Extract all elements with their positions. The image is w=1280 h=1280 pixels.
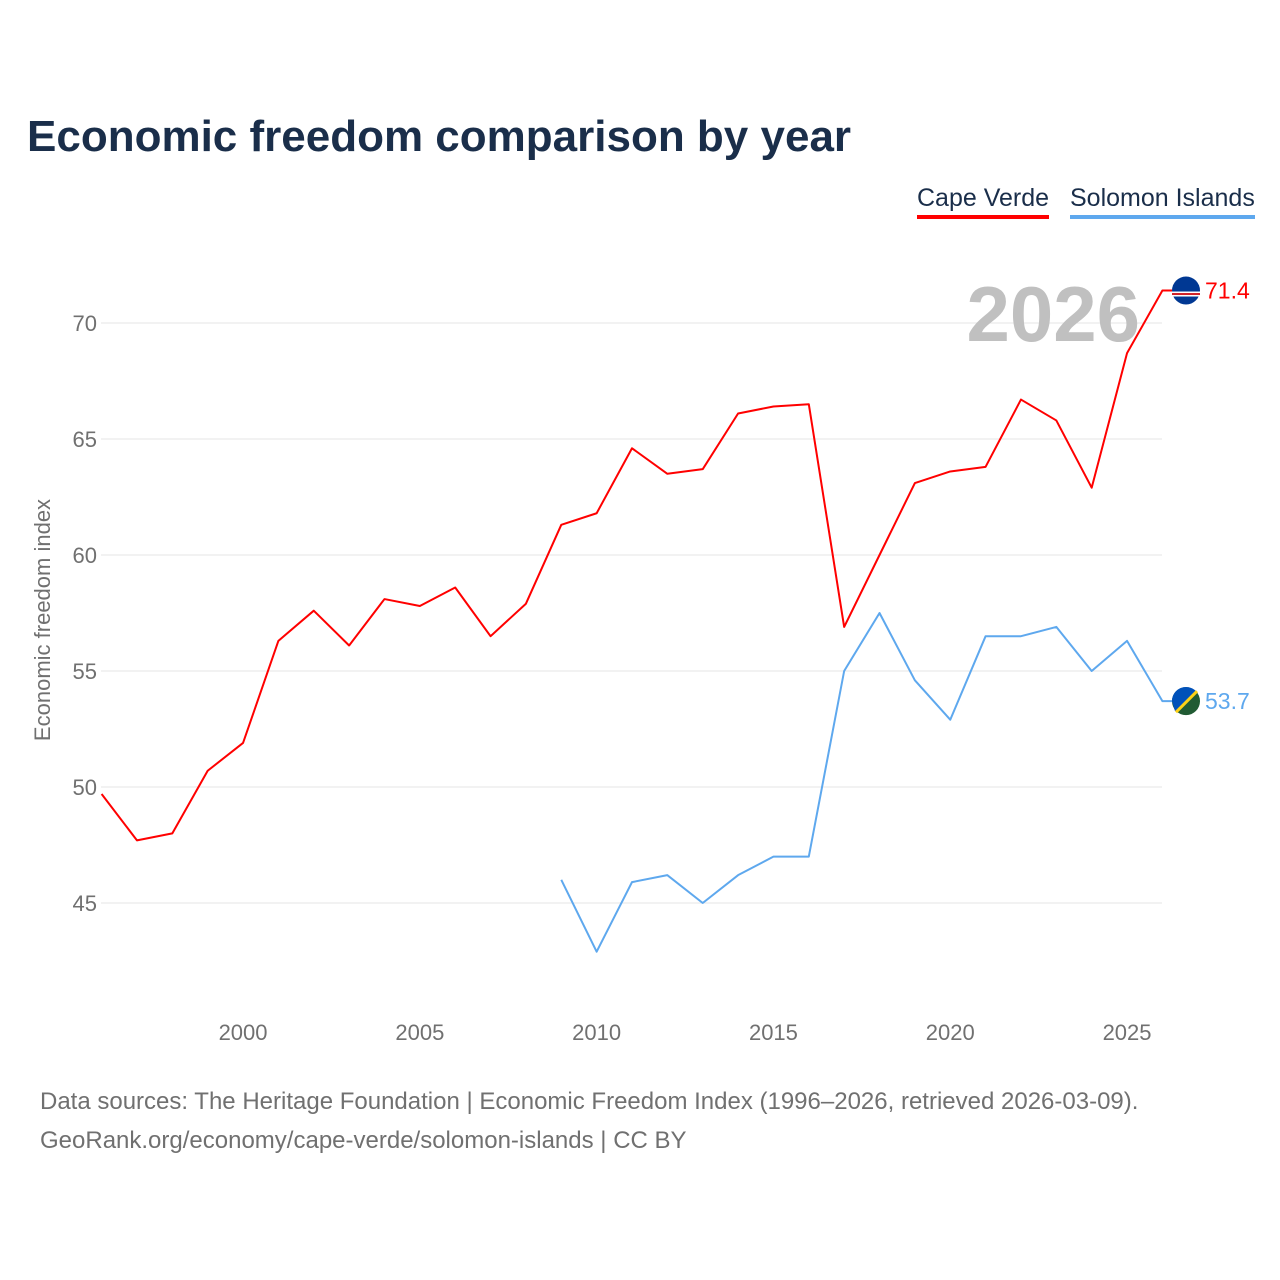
- footer-source: Data sources: The Heritage Foundation | …: [40, 1088, 1139, 1115]
- legend-cape-verde[interactable]: Cape Verde: [917, 184, 1050, 219]
- x-tick-label: 2005: [395, 1020, 444, 1045]
- y-tick-label: 55: [73, 659, 97, 684]
- cape-verde-flag-icon: [1172, 276, 1200, 305]
- y-tick-label: 45: [73, 891, 97, 916]
- footer-credit: GeoRank.org/economy/cape-verde/solomon-i…: [40, 1127, 687, 1154]
- series-line-solomon-islands: [560, 612, 1172, 953]
- series-line-cape-verde: [100, 289, 1172, 842]
- y-tick-label: 60: [73, 543, 97, 568]
- y-tick-label: 65: [73, 427, 97, 452]
- legend-solomon-islands[interactable]: Solomon Islands: [1070, 184, 1255, 219]
- year-watermark: 2026: [966, 270, 1140, 358]
- chart-title: Economic freedom comparison by year: [27, 112, 852, 161]
- flag-part: [1171, 686, 1196, 712]
- end-value-label: 53.7: [1205, 688, 1250, 714]
- x-tick-label: 2025: [1103, 1020, 1152, 1045]
- y-tick-label: 50: [73, 775, 97, 800]
- y-tick-label: 70: [73, 311, 97, 336]
- flag-stripe: [1172, 293, 1200, 296]
- y-axis-label: Economic freedom index: [30, 499, 55, 741]
- x-tick-label: 2015: [749, 1020, 798, 1045]
- x-tick-label: 2000: [219, 1020, 268, 1045]
- x-tick-label: 2020: [926, 1020, 975, 1045]
- x-tick-label: 2010: [572, 1020, 621, 1045]
- end-value-label: 71.4: [1205, 278, 1250, 304]
- flag-stripe: [1174, 690, 1199, 714]
